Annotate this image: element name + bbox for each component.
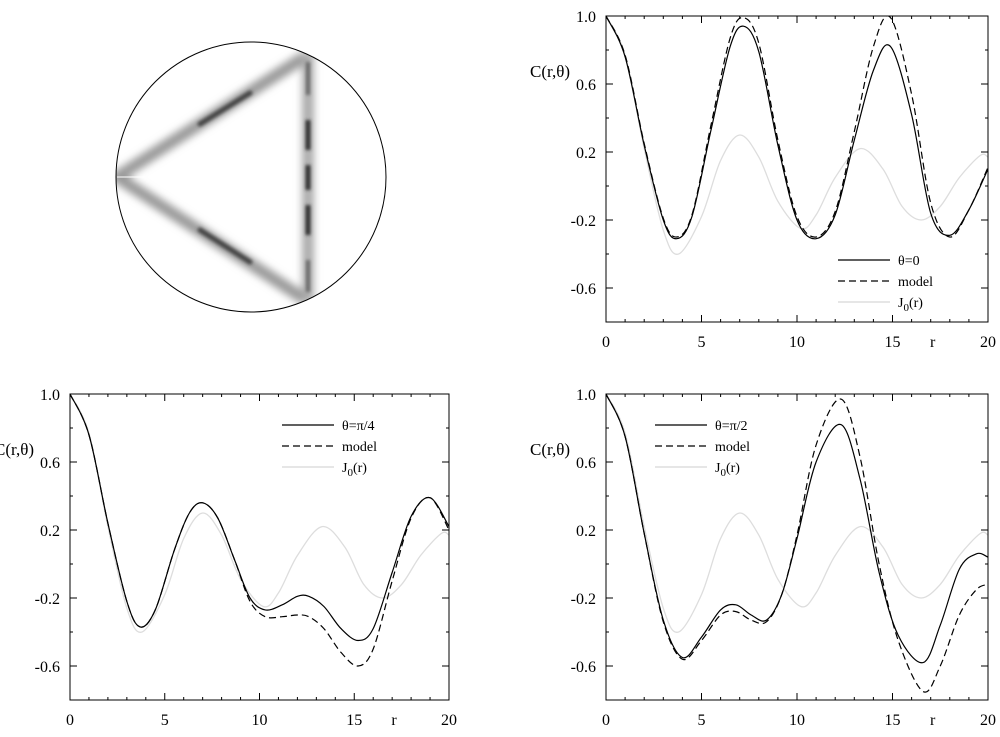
y-tick-label: 0.6 [576,455,596,472]
legend-label: θ=π/2 [715,419,748,434]
x-tick-label: 15 [885,712,901,729]
x-axis-label: r [930,712,936,729]
y-tick-label: -0.2 [571,591,596,608]
x-tick-label: 5 [698,334,706,351]
legend: θ=π/2 model J0(r) [655,419,750,479]
x-tick-label: 10 [789,334,805,351]
intensity-pattern [116,52,314,304]
x-tick-label: 0 [602,712,610,729]
x-tick-label: 20 [980,712,996,729]
series-line-J0r-2 [606,16,988,255]
y-tick-label: 1.0 [40,387,60,404]
billiard-boundary [115,41,387,313]
x-tick-label: 0 [602,334,610,351]
x-tick-label: 20 [980,334,996,351]
y-tick-label: 0.2 [576,145,596,162]
y-tick-label: -0.2 [571,213,596,230]
x-tick-label: 10 [252,712,268,729]
y-axis-label: C(r,θ) [0,440,34,459]
series-line-model-1 [606,394,988,693]
x-tick-label: 5 [698,712,706,729]
y-tick-label: -0.6 [35,659,60,676]
y-tick-label: 1.0 [576,9,596,26]
legend: θ=π/4 model J0(r) [282,419,377,479]
series-line-model-1 [70,394,449,667]
x-tick-label: 15 [346,712,362,729]
series-group [70,394,449,667]
series-line-0-0 [606,16,988,240]
series-group [606,16,988,255]
plot-frame [69,393,450,701]
chart-panel-bottom-right: 0 5 10 15 20 1.0 0.6 0.2 -0.2 -0.6 C(r,θ) r θ=π/2 mod… [530,387,996,729]
chart-panel-bottom-left: 0 5 10 15 20 1.0 0.6 0.2 -0.2 -0.6 C(r,θ) r θ=π/4 mod… [0,387,457,729]
x-tick-label: 20 [441,712,457,729]
series-line-J0r-2 [606,394,988,633]
legend-label: θ=π/4 [342,419,375,434]
y-axis-label: C(r,θ) [530,440,570,459]
series-line-J0r-2 [70,394,449,633]
y-tick-label: -0.6 [571,659,596,676]
y-axis-label: C(r,θ) [530,62,570,81]
y-tick-label: 0.6 [40,455,60,472]
legend-label: model [898,275,933,290]
series-line-model-1 [606,16,988,238]
x-tick-label: 0 [66,712,74,729]
legend-label: J0(r) [342,461,367,479]
y-tick-label: -0.2 [35,591,60,608]
series-group [606,394,988,693]
chart-panel-top-right: 0 5 10 15 20 1.0 0.6 0.2 -0.2 -0.6 C(r,θ) r θ=0 model… [530,9,996,351]
y-tick-label: 0.2 [576,523,596,540]
billiard-diagram [115,41,387,313]
legend-label: θ=0 [898,254,920,269]
legend-label: J0(r) [715,461,740,479]
legend-label: model [342,440,377,455]
x-axis-label: r [930,334,936,351]
x-tick-label: 10 [789,712,805,729]
x-axis-label: r [391,712,397,729]
y-tick-label: -0.6 [571,281,596,298]
x-tick-label: 5 [161,712,169,729]
legend: θ=0 model J0(r) [838,254,933,314]
legend-label: model [715,440,750,455]
plot-frame [605,393,989,701]
y-tick-label: 0.2 [40,523,60,540]
y-tick-label: 1.0 [576,387,596,404]
y-tick-label: 0.6 [576,77,596,94]
legend-label: J0(r) [898,296,923,314]
x-tick-label: 15 [885,334,901,351]
series-line-4-0 [70,394,449,642]
